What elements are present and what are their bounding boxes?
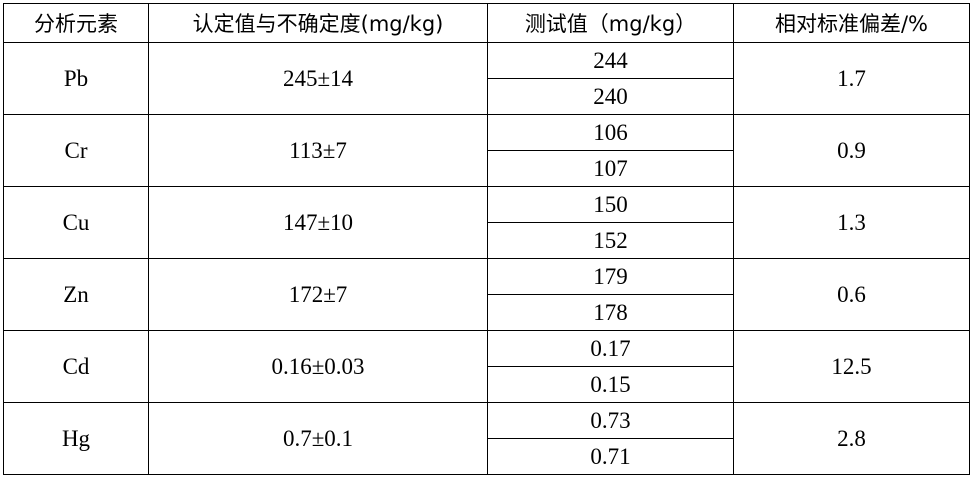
element-cell: Cd bbox=[3, 330, 149, 403]
rsd-cell: 1.3 bbox=[733, 186, 970, 259]
header-cell: 测试值（mg/kg） bbox=[487, 3, 734, 43]
table-row: 240 bbox=[4, 78, 970, 115]
table-row: Hg 0.7±0.1 0.73 2.8 bbox=[3, 402, 970, 475]
measured-cell: 178 bbox=[487, 294, 734, 331]
measured-cell: 244 bbox=[487, 42, 734, 79]
table-header: 分析元素 认定值与不确定度(mg/kg) 测试值（mg/kg） 相对标准偏差/% bbox=[3, 3, 970, 43]
measured-cell: 0.71 bbox=[487, 438, 734, 475]
certified-cell: 0.7±0.1 bbox=[148, 402, 488, 475]
measured-cell: 0.73 bbox=[487, 402, 734, 439]
measured-cell: 0.17 bbox=[487, 330, 734, 367]
element-cell: Zn bbox=[3, 258, 149, 331]
table-row: 152 bbox=[4, 222, 970, 259]
table-row: Pb 245±14 244 1.7 bbox=[3, 42, 970, 115]
rsd-cell: 0.6 bbox=[733, 258, 970, 331]
element-cell: Cu bbox=[3, 186, 149, 259]
header-cell: 分析元素 bbox=[3, 3, 149, 43]
measured-cell: 107 bbox=[487, 150, 734, 187]
table-row: Zn 172±7 179 0.6 bbox=[3, 258, 970, 331]
certified-cell: 147±10 bbox=[148, 186, 488, 259]
element-cell: Pb bbox=[3, 42, 149, 115]
rsd-cell: 1.7 bbox=[733, 42, 970, 115]
table-row: 107 bbox=[4, 150, 970, 187]
table-body: Pb 245±14 244 1.7 240 Cr 113±7 106 0.9 107 Cu 147±1… bbox=[3, 42, 970, 475]
element-cell: Cr bbox=[3, 114, 149, 187]
header-cell: 认定值与不确定度(mg/kg) bbox=[148, 3, 488, 43]
certified-cell: 113±7 bbox=[148, 114, 488, 187]
table-row: 0.71 bbox=[4, 438, 970, 475]
data-table: 分析元素 认定值与不确定度(mg/kg) 测试值（mg/kg） 相对标准偏差/% Pb… bbox=[3, 3, 970, 475]
certified-cell: 172±7 bbox=[148, 258, 488, 331]
table-row: Cd 0.16±0.03 0.17 12.5 bbox=[3, 330, 970, 403]
measured-cell: 152 bbox=[487, 222, 734, 259]
table-row: Cr 113±7 106 0.9 bbox=[3, 114, 970, 187]
measured-cell: 0.15 bbox=[487, 366, 734, 403]
rsd-cell: 0.9 bbox=[733, 114, 970, 187]
element-cell: Hg bbox=[3, 402, 149, 475]
measured-cell: 240 bbox=[487, 78, 734, 115]
rsd-cell: 12.5 bbox=[733, 330, 970, 403]
certified-cell: 0.16±0.03 bbox=[148, 330, 488, 403]
rsd-cell: 2.8 bbox=[733, 402, 970, 475]
header-cell: 相对标准偏差/% bbox=[733, 3, 970, 43]
certified-cell: 245±14 bbox=[148, 42, 488, 115]
table-row: Cu 147±10 150 1.3 bbox=[3, 186, 970, 259]
measured-cell: 179 bbox=[487, 258, 734, 295]
header-row: 分析元素 认定值与不确定度(mg/kg) 测试值（mg/kg） 相对标准偏差/% bbox=[3, 3, 970, 43]
measured-cell: 150 bbox=[487, 186, 734, 223]
measured-cell: 106 bbox=[487, 114, 734, 151]
